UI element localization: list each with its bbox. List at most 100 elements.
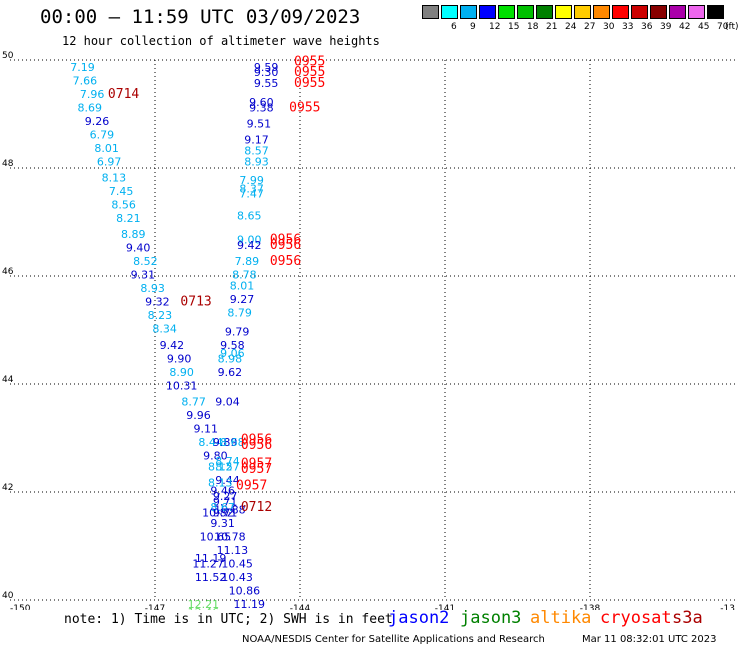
wave-height-label: 7.47 [239, 188, 264, 201]
legend-label: 30 [603, 22, 615, 32]
wave-height-label: 9.04 [215, 396, 240, 409]
wave-height-label: 8.01 [230, 280, 255, 293]
legend-swatch [479, 5, 496, 19]
wave-height-label: 10.45 [221, 558, 253, 571]
legend-swatch [422, 5, 439, 19]
wave-height-label: 8.21 [116, 212, 141, 225]
wave-height-label: 7.19 [70, 61, 95, 74]
legend-swatch [536, 5, 553, 19]
x-tick-label: -150 [10, 604, 31, 610]
wave-height-label: 8.69 [78, 101, 103, 114]
satellite-altika: altika [530, 608, 592, 628]
wave-height-label: 9.59 [254, 61, 279, 74]
legend-swatch [498, 5, 515, 19]
legend-swatch [593, 5, 610, 19]
pass-time-label: 0957 [241, 457, 272, 472]
wave-height-label: 8.74 [215, 455, 240, 468]
wave-height-label: 11.13 [217, 544, 249, 557]
footer-note: note: 1) Time is in UTC; 2) SWH is in fe… [64, 612, 393, 627]
legend-label: 45 [698, 22, 710, 32]
pass-time-label: 0956 [241, 438, 272, 453]
time-labels: 0955095509550955071409560956095607130956… [108, 54, 325, 515]
wave-height-label: 7.66 [73, 74, 98, 87]
satellite-cryosat: cryosat [600, 608, 672, 628]
wave-height-label: 10.86 [229, 585, 261, 598]
wave-height-label: 8.90 [169, 366, 194, 379]
legend-label: 27 [584, 22, 596, 32]
wave-height-label: 8.68 [220, 436, 245, 449]
wave-height-label: 8.13 [102, 172, 127, 185]
legend-unit: (ft) [725, 22, 739, 32]
legend-swatch [574, 5, 591, 19]
legend-label: 21 [546, 22, 558, 32]
legend-label: 15 [508, 22, 520, 32]
satellite-jason3: jason3 [460, 608, 522, 628]
axes: -150 -147 -144 -141 -138 -13 40 42 44 46 48 50 [2, 51, 735, 610]
wave-height-label: 8.44 [198, 436, 223, 449]
legend-label: 6 [451, 22, 457, 32]
pass-time-label: 0955 [294, 65, 325, 80]
wave-height-label: 9.32 [145, 296, 170, 309]
chart-subtitle: 12 hour collection of altimeter wave hei… [62, 34, 380, 48]
x-tick-label: -13 [720, 604, 735, 610]
pass-time-label: 0956 [241, 432, 272, 447]
y-tick-label: 46 [2, 267, 14, 277]
y-tick-label: 42 [2, 483, 13, 493]
wave-height-label: 9.55 [254, 77, 279, 90]
legend-swatch [612, 5, 629, 19]
footer-credit: NOAA/NESDIS Center for Satellite Applica… [242, 634, 545, 645]
pass-time-label: 0957 [241, 462, 272, 477]
wave-height-label: 11.19 [195, 552, 227, 565]
legend-label: 33 [622, 22, 634, 32]
wave-height-label: 8.65 [237, 209, 262, 222]
wave-height-label: 10.43 [221, 571, 253, 584]
wave-height-label: 9.31 [131, 269, 156, 282]
wave-height-label: 11.52 [195, 571, 227, 584]
satellite-s3a: s3a [672, 608, 703, 628]
wave-height-label: 8.57 [244, 145, 269, 158]
pass-time-label: 0956 [270, 238, 301, 253]
wave-height-label: 9.11 [194, 423, 219, 436]
legend-swatch [631, 5, 648, 19]
legend-swatch [441, 5, 458, 19]
x-tick-label: -141 [435, 604, 455, 610]
x-tick-label: -138 [580, 604, 601, 610]
wave-height-label: 8.98 [218, 352, 243, 365]
wave-height-label: 9.71 [213, 506, 238, 519]
pass-time-label: 0714 [108, 87, 139, 102]
wave-height-label: 8.56 [111, 199, 136, 212]
legend-swatch [555, 5, 572, 19]
chart-title: 00:00 – 11:59 UTC 03/09/2023 [40, 6, 361, 28]
legend-swatch [650, 5, 667, 19]
legend-label: 42 [679, 22, 691, 32]
wave-height-label: 8.93 [140, 282, 165, 295]
pass-time-label: 0956 [270, 233, 301, 248]
wave-height-label: 9.40 [126, 242, 151, 255]
wave-height-label: 10.78 [214, 531, 246, 544]
y-tick-label: 50 [2, 51, 14, 61]
y-tick-label: 40 [2, 591, 14, 601]
wave-height-label: 9.26 [85, 115, 110, 128]
legend-label: 36 [641, 22, 653, 32]
y-tick-label: 48 [2, 159, 14, 169]
wave-height-label: 9.51 [247, 118, 272, 131]
legend-label: 24 [565, 22, 577, 32]
wave-height-label: 9.31 [210, 517, 235, 530]
wave-height-label: 9.79 [225, 325, 250, 338]
wave-height-label: 9.90 [167, 352, 192, 365]
wave-height-label: 10.88 [214, 504, 246, 517]
pass-time-label: 0957 [236, 478, 267, 493]
x-tick-label: -147 [145, 604, 165, 610]
wave-height-label: 9.00 [237, 234, 262, 247]
wave-height-labels: 7.197.667.968.699.266.798.016.978.137.45… [70, 61, 278, 610]
wave-height-label: 8.37 [239, 182, 264, 195]
wave-height-label: 9.06 [220, 347, 245, 360]
pass-time-label: 0956 [270, 254, 301, 269]
wave-height-label: 9.46 [210, 485, 235, 498]
wave-height-label: 8.57 [215, 460, 240, 473]
wave-height-label: 11.27 [192, 558, 224, 571]
wave-height-label: 11.19 [234, 598, 266, 610]
wave-height-label: 8.23 [148, 309, 173, 322]
wave-height-label: 9.42 [237, 239, 262, 252]
wave-height-label: 7.99 [239, 174, 264, 187]
